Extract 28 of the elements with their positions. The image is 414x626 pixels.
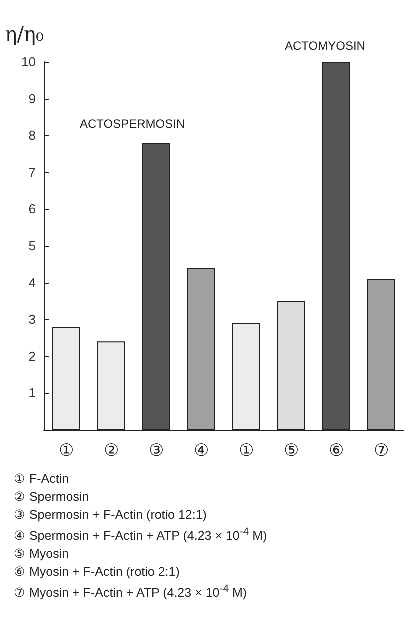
y-tick-label: 5	[28, 238, 36, 254]
text: ③ Spermosin + F-Actin (rotio 12:1)	[14, 507, 208, 524]
x-tick-label: ③	[149, 441, 164, 460]
y-tick-label: 1	[28, 386, 36, 401]
y-tick-label: 6	[28, 202, 36, 217]
text: ② Spermosin	[14, 489, 90, 506]
x-tick-label: ①	[239, 441, 254, 460]
x-tick-label: ⑥	[329, 441, 344, 460]
y-tick-label: 3	[28, 312, 36, 328]
x-tick-label: ⑤	[284, 441, 299, 460]
text: ① F-Actin	[14, 471, 70, 488]
text: ACTOMYOSIN	[285, 39, 366, 53]
y-axis-title: η/η₀	[5, 22, 44, 46]
text: ④ Spermosin + F-Actin + ATP (4.23 × 10$^{-4}$ M)	[14, 526, 268, 546]
y-tick-label: 2	[28, 348, 36, 364]
y-tick-label: 8	[28, 128, 36, 144]
y-tick-label: 7	[28, 164, 36, 180]
x-tick-label: ④	[194, 441, 209, 460]
y-tick-label: 9	[28, 91, 36, 106]
y-tick-label: 10	[22, 54, 36, 70]
x-tick-label: ⑦	[374, 441, 389, 460]
x-tick-label: ①	[59, 441, 74, 460]
text: ⑦ Myosin + F-Actin + ATP (4.23 × 10$^{-4}$ M)	[14, 583, 248, 602]
x-tick-label: ②	[104, 441, 119, 460]
annotation: ACTOSPERMOSIN	[80, 117, 186, 131]
text: ⑥ Myosin + F-Actin (rotio 2:1)	[14, 564, 181, 582]
text: ⑤ Myosin	[14, 546, 70, 564]
y-tick-label: 4	[28, 275, 36, 290]
